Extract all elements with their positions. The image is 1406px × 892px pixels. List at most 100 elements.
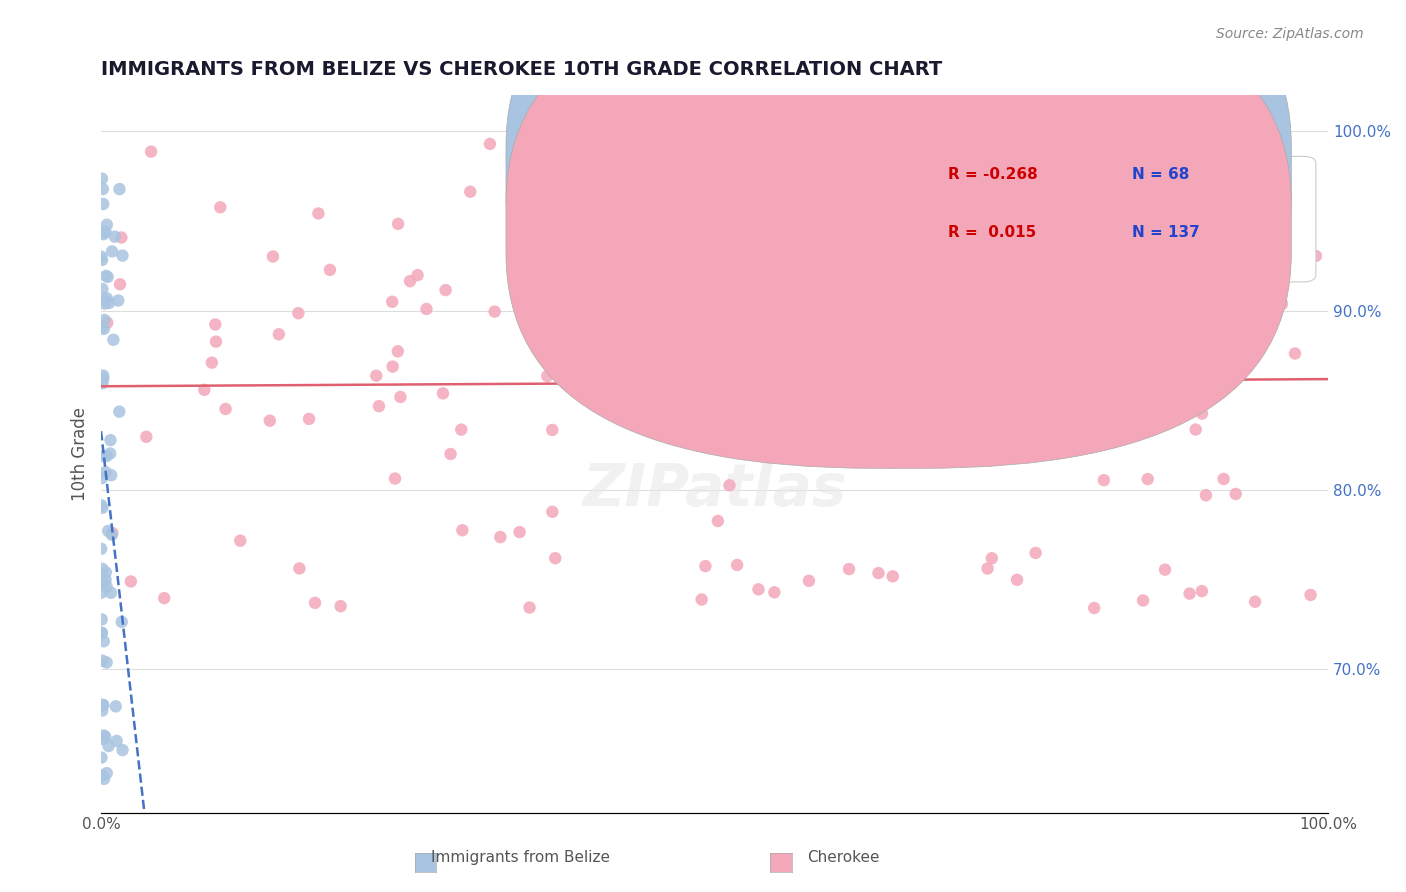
Cherokee bbox=[1047, 200, 1070, 214]
Cherokee bbox=[980, 551, 1002, 566]
Cherokee bbox=[900, 293, 922, 307]
Cherokee bbox=[387, 217, 409, 231]
Cherokee bbox=[763, 585, 786, 599]
Cherokee bbox=[882, 455, 904, 469]
Cherokee bbox=[1305, 249, 1327, 263]
Text: N = 137: N = 137 bbox=[1132, 225, 1199, 240]
Cherokee bbox=[797, 574, 820, 588]
Cherokee bbox=[1271, 297, 1294, 311]
Text: Immigrants from Belize: Immigrants from Belize bbox=[430, 850, 610, 865]
Cherokee bbox=[727, 173, 749, 187]
Immigrants from Belize bbox=[93, 296, 115, 310]
Immigrants from Belize bbox=[94, 730, 117, 744]
Cherokee bbox=[432, 386, 454, 401]
Cherokee bbox=[904, 417, 927, 432]
Cherokee bbox=[983, 241, 1005, 255]
Immigrants from Belize bbox=[90, 498, 112, 512]
Immigrants from Belize bbox=[93, 729, 115, 743]
Immigrants from Belize bbox=[93, 772, 115, 786]
Cherokee bbox=[1205, 348, 1227, 362]
Immigrants from Belize bbox=[94, 268, 117, 283]
Immigrants from Belize bbox=[98, 446, 121, 460]
Immigrants from Belize bbox=[90, 625, 112, 640]
Cherokee bbox=[262, 250, 284, 264]
Cherokee bbox=[399, 274, 422, 288]
Cherokee bbox=[139, 145, 162, 159]
Immigrants from Belize bbox=[90, 541, 112, 556]
Cherokee bbox=[368, 399, 391, 413]
Cherokee bbox=[384, 472, 406, 486]
Cherokee bbox=[998, 367, 1021, 381]
Text: ZIPatlas: ZIPatlas bbox=[582, 461, 846, 518]
Cherokee bbox=[1184, 423, 1206, 437]
Cherokee bbox=[845, 402, 868, 417]
Cherokee bbox=[439, 447, 461, 461]
FancyBboxPatch shape bbox=[838, 156, 1316, 282]
Immigrants from Belize bbox=[91, 704, 114, 718]
Y-axis label: 10th Grade: 10th Grade bbox=[72, 407, 89, 501]
Cherokee bbox=[562, 251, 585, 265]
Cherokee bbox=[943, 444, 966, 458]
Cherokee bbox=[478, 136, 501, 151]
Immigrants from Belize bbox=[91, 171, 114, 186]
Immigrants from Belize bbox=[90, 320, 112, 334]
Cherokee bbox=[707, 332, 730, 346]
Cherokee bbox=[120, 574, 142, 589]
Immigrants from Belize bbox=[91, 698, 114, 713]
Cherokee bbox=[484, 304, 506, 318]
Cherokee bbox=[544, 551, 567, 566]
Immigrants from Belize bbox=[90, 612, 112, 626]
Cherokee bbox=[1192, 372, 1215, 386]
Cherokee bbox=[214, 401, 236, 416]
Cherokee bbox=[787, 160, 810, 174]
Cherokee bbox=[707, 514, 730, 528]
Cherokee bbox=[572, 160, 595, 174]
Cherokee bbox=[690, 592, 713, 607]
Cherokee bbox=[1066, 176, 1088, 190]
Immigrants from Belize bbox=[93, 634, 115, 648]
Immigrants from Belize bbox=[96, 218, 118, 232]
Cherokee bbox=[789, 164, 811, 178]
Immigrants from Belize bbox=[91, 449, 114, 463]
Cherokee bbox=[1225, 487, 1247, 501]
Cherokee bbox=[229, 533, 252, 548]
Cherokee bbox=[740, 256, 762, 270]
Cherokee bbox=[153, 591, 176, 606]
Immigrants from Belize bbox=[108, 182, 131, 196]
Cherokee bbox=[866, 310, 889, 325]
Immigrants from Belize bbox=[91, 698, 114, 712]
Immigrants from Belize bbox=[90, 586, 112, 600]
Immigrants from Belize bbox=[91, 576, 114, 591]
Cherokee bbox=[770, 153, 793, 168]
Cherokee bbox=[939, 428, 962, 442]
Immigrants from Belize bbox=[108, 404, 131, 418]
Cherokee bbox=[1277, 256, 1299, 270]
Immigrants from Belize bbox=[90, 250, 112, 264]
Immigrants from Belize bbox=[94, 566, 117, 580]
Cherokee bbox=[868, 566, 890, 580]
Cherokee bbox=[773, 430, 796, 444]
Immigrants from Belize bbox=[91, 500, 114, 515]
Cherokee bbox=[1005, 573, 1028, 587]
Immigrants from Belize bbox=[94, 225, 117, 239]
Immigrants from Belize bbox=[91, 768, 114, 782]
Immigrants from Belize bbox=[104, 699, 127, 714]
Text: R = -0.268  N = 68: R = -0.268 N = 68 bbox=[880, 137, 1025, 153]
Cherokee bbox=[1195, 488, 1218, 502]
Cherokee bbox=[536, 369, 558, 384]
Immigrants from Belize bbox=[97, 524, 120, 538]
FancyBboxPatch shape bbox=[506, 0, 1291, 411]
FancyBboxPatch shape bbox=[506, 0, 1291, 468]
Cherokee bbox=[963, 200, 986, 214]
Immigrants from Belize bbox=[104, 229, 127, 244]
Cherokee bbox=[101, 526, 124, 541]
Cherokee bbox=[541, 423, 564, 437]
Cherokee bbox=[815, 361, 838, 376]
Cherokee bbox=[329, 599, 352, 614]
Immigrants from Belize bbox=[90, 625, 112, 640]
Cherokee bbox=[1115, 349, 1137, 363]
Immigrants from Belize bbox=[91, 368, 114, 383]
Cherokee bbox=[700, 228, 723, 243]
Cherokee bbox=[267, 327, 290, 342]
Cherokee bbox=[110, 230, 132, 244]
